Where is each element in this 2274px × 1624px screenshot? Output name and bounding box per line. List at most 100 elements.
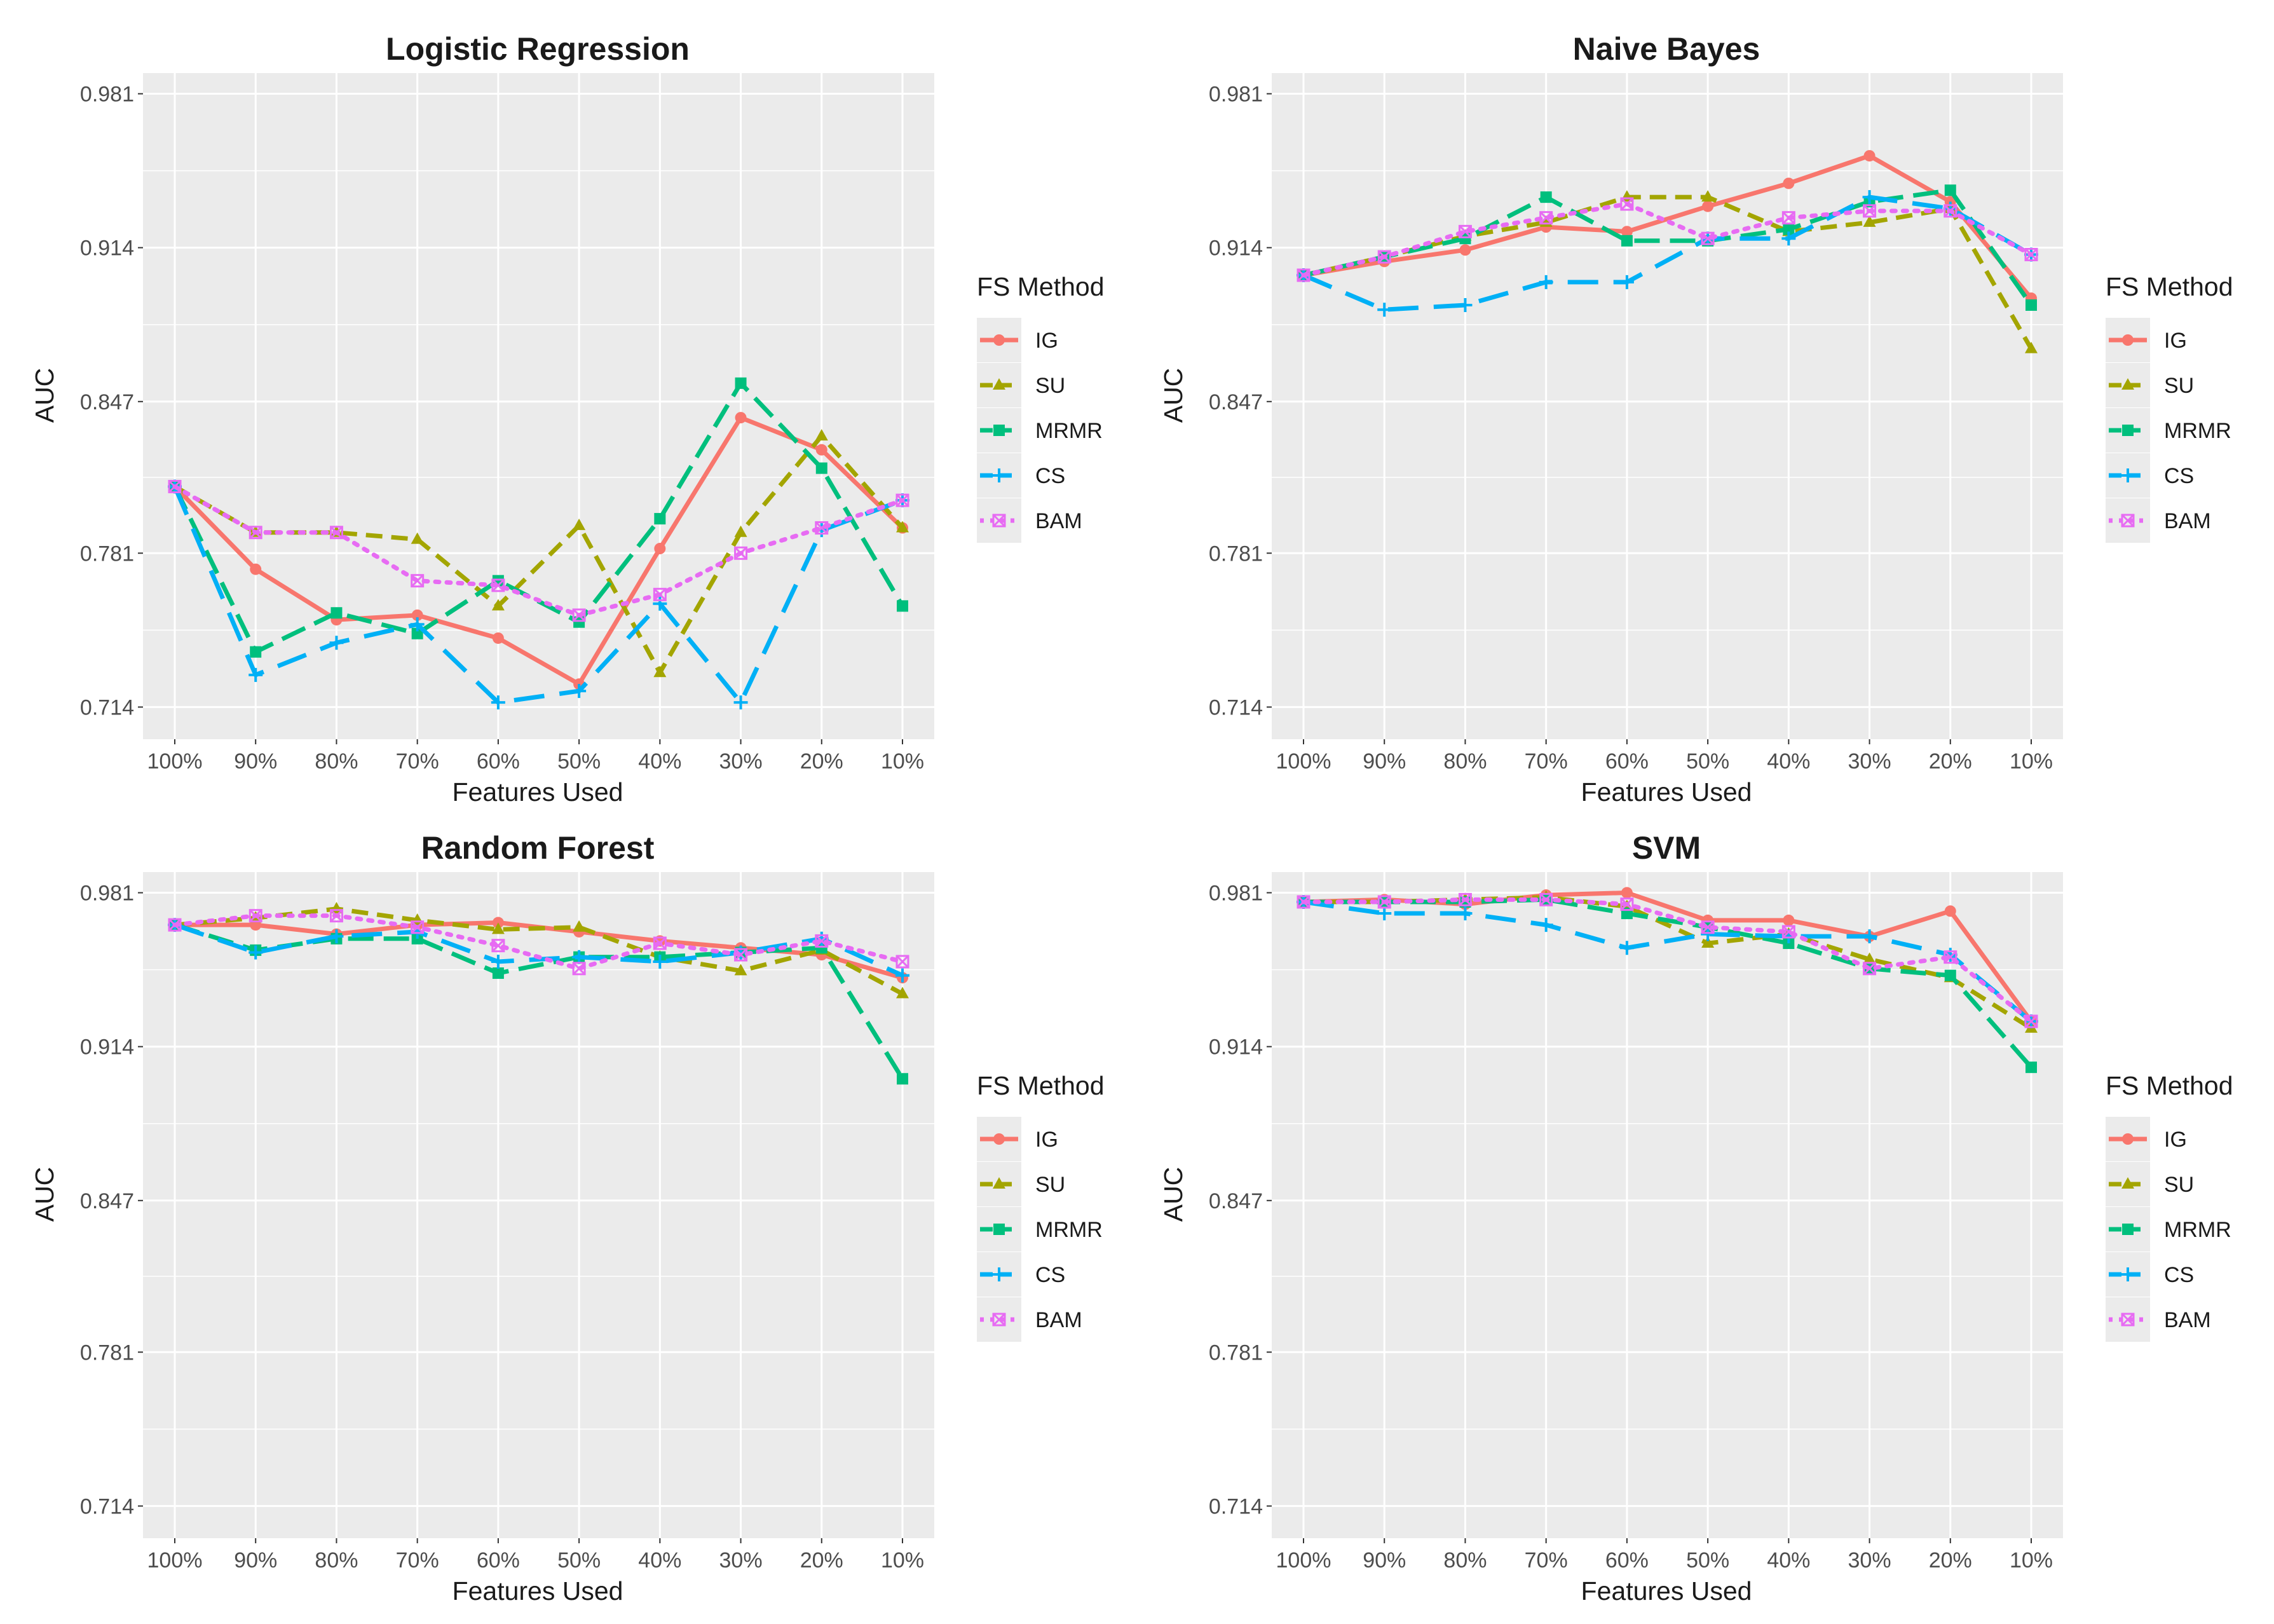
data-point-cs [1458,297,1473,312]
legend-label-ig: IG [2164,1128,2187,1152]
x-tick-label: 60% [477,749,520,774]
data-point-bam [1377,895,1391,909]
x-tick-label: 20% [800,1548,843,1573]
y-tick-label: 0.781 [1209,1341,1263,1365]
x-tick-label: 70% [396,1548,439,1573]
y-axis-title: AUC [30,1167,59,1222]
x-tick-label: 40% [638,749,681,774]
legend-label-bam: BAM [1035,509,1082,533]
data-point-mrmr [411,627,423,639]
legend-key-marker [2122,425,2134,436]
legend-key-marker [992,1313,1006,1327]
data-point-mrmr [1621,235,1633,247]
data-point-ig [1459,244,1471,256]
data-point-bam [249,909,262,923]
legend-key-marker [993,1177,1005,1189]
legend-key-marker [2121,468,2135,482]
y-tick-label: 0.981 [80,882,134,906]
data-point-cs [1377,303,1392,317]
x-tick-label: 20% [800,749,843,774]
data-point-cs [249,945,263,960]
data-point-bam [329,526,343,540]
data-point-cs [329,636,344,650]
x-tick-label: 10% [881,1548,924,1573]
legend-label-bam: BAM [2164,509,2211,533]
x-tick-label: 90% [234,749,277,774]
series-line-cs [1302,194,2032,312]
series-line-su [1304,895,2032,1030]
x-tick-label: 80% [1443,1548,1487,1573]
legend-key-marker [2121,1177,2134,1189]
data-point-cs [653,596,667,611]
data-point-bam [815,521,829,535]
series-line-ig [1303,153,2033,300]
series-su [168,428,909,678]
panel-title: Random Forest [421,830,655,866]
legend-label-cs: CS [1035,1263,1065,1287]
y-axis-title: AUC [30,368,59,423]
legend-key-marker [993,1224,1005,1235]
data-point-ig [1621,226,1633,238]
data-point-bam [653,936,667,950]
data-point-bam [168,479,182,493]
legend-key-marker [992,1267,1006,1281]
series-cs [1297,190,2038,317]
series-bam [168,909,909,976]
x-tick-label: 50% [557,749,601,774]
legend-key-marker [993,378,1005,390]
data-point-su [734,964,747,976]
x-axis-title: Features Used [453,777,623,807]
data-point-cs [1619,941,1634,955]
data-point-bam [1944,204,1957,218]
data-point-su [896,521,909,533]
data-point-cs [895,968,909,983]
data-point-bam [815,934,829,948]
x-tick-label: 100% [147,749,203,774]
data-point-cs [1539,275,1553,289]
data-point-ig [1783,914,1795,926]
series-line-cs [172,486,904,705]
data-point-bam [572,608,586,622]
data-point-bam [734,546,748,560]
data-point-su [2025,341,2038,353]
data-point-cs [1539,918,1553,932]
x-tick-label: 90% [234,1548,277,1573]
data-point-cs [491,695,505,710]
legend-key-marker [993,1133,1005,1145]
y-tick-label: 0.714 [1209,1494,1263,1518]
x-tick-label: 100% [1276,1548,1331,1573]
y-tick-label: 0.981 [1209,83,1263,107]
legend-label-mrmr: MRMR [1035,419,1103,443]
legend-label-cs: CS [2164,1263,2194,1287]
data-point-bam [1781,925,1795,939]
y-tick-label: 0.781 [80,1341,134,1365]
series-bam [1297,892,2038,1028]
data-point-bam [1377,250,1391,264]
legend-key-marker [992,468,1006,482]
series-line-mrmr [1303,188,2033,307]
series-line-su [174,433,904,675]
legend: FS Method IG SU MRMR CS BAM [2106,272,2233,543]
data-point-cs [1862,929,1877,944]
panel-title: Naive Bayes [1573,31,1760,67]
legend-key-marker [992,514,1006,528]
x-tick-label: 40% [638,1548,681,1573]
data-point-ig [1702,200,1714,212]
data-point-cs [1377,906,1392,921]
y-tick-label: 0.914 [1209,236,1263,261]
x-tick-label: 10% [2010,749,2053,774]
legend-key-marker [2121,1267,2135,1281]
data-point-cs [329,929,344,944]
data-point-su [653,665,667,678]
data-point-cs [572,684,587,699]
data-point-bam [1458,224,1472,238]
panel-title: SVM [1632,830,1701,866]
legend-key-marker [2122,334,2134,346]
data-point-su [1863,215,1876,227]
legend-label-mrmr: MRMR [2164,419,2231,443]
series-line-mrmr [1304,897,2033,1069]
data-point-cs [572,950,587,964]
legend-label-ig: IG [1035,329,1058,353]
data-point-ig [815,444,827,456]
